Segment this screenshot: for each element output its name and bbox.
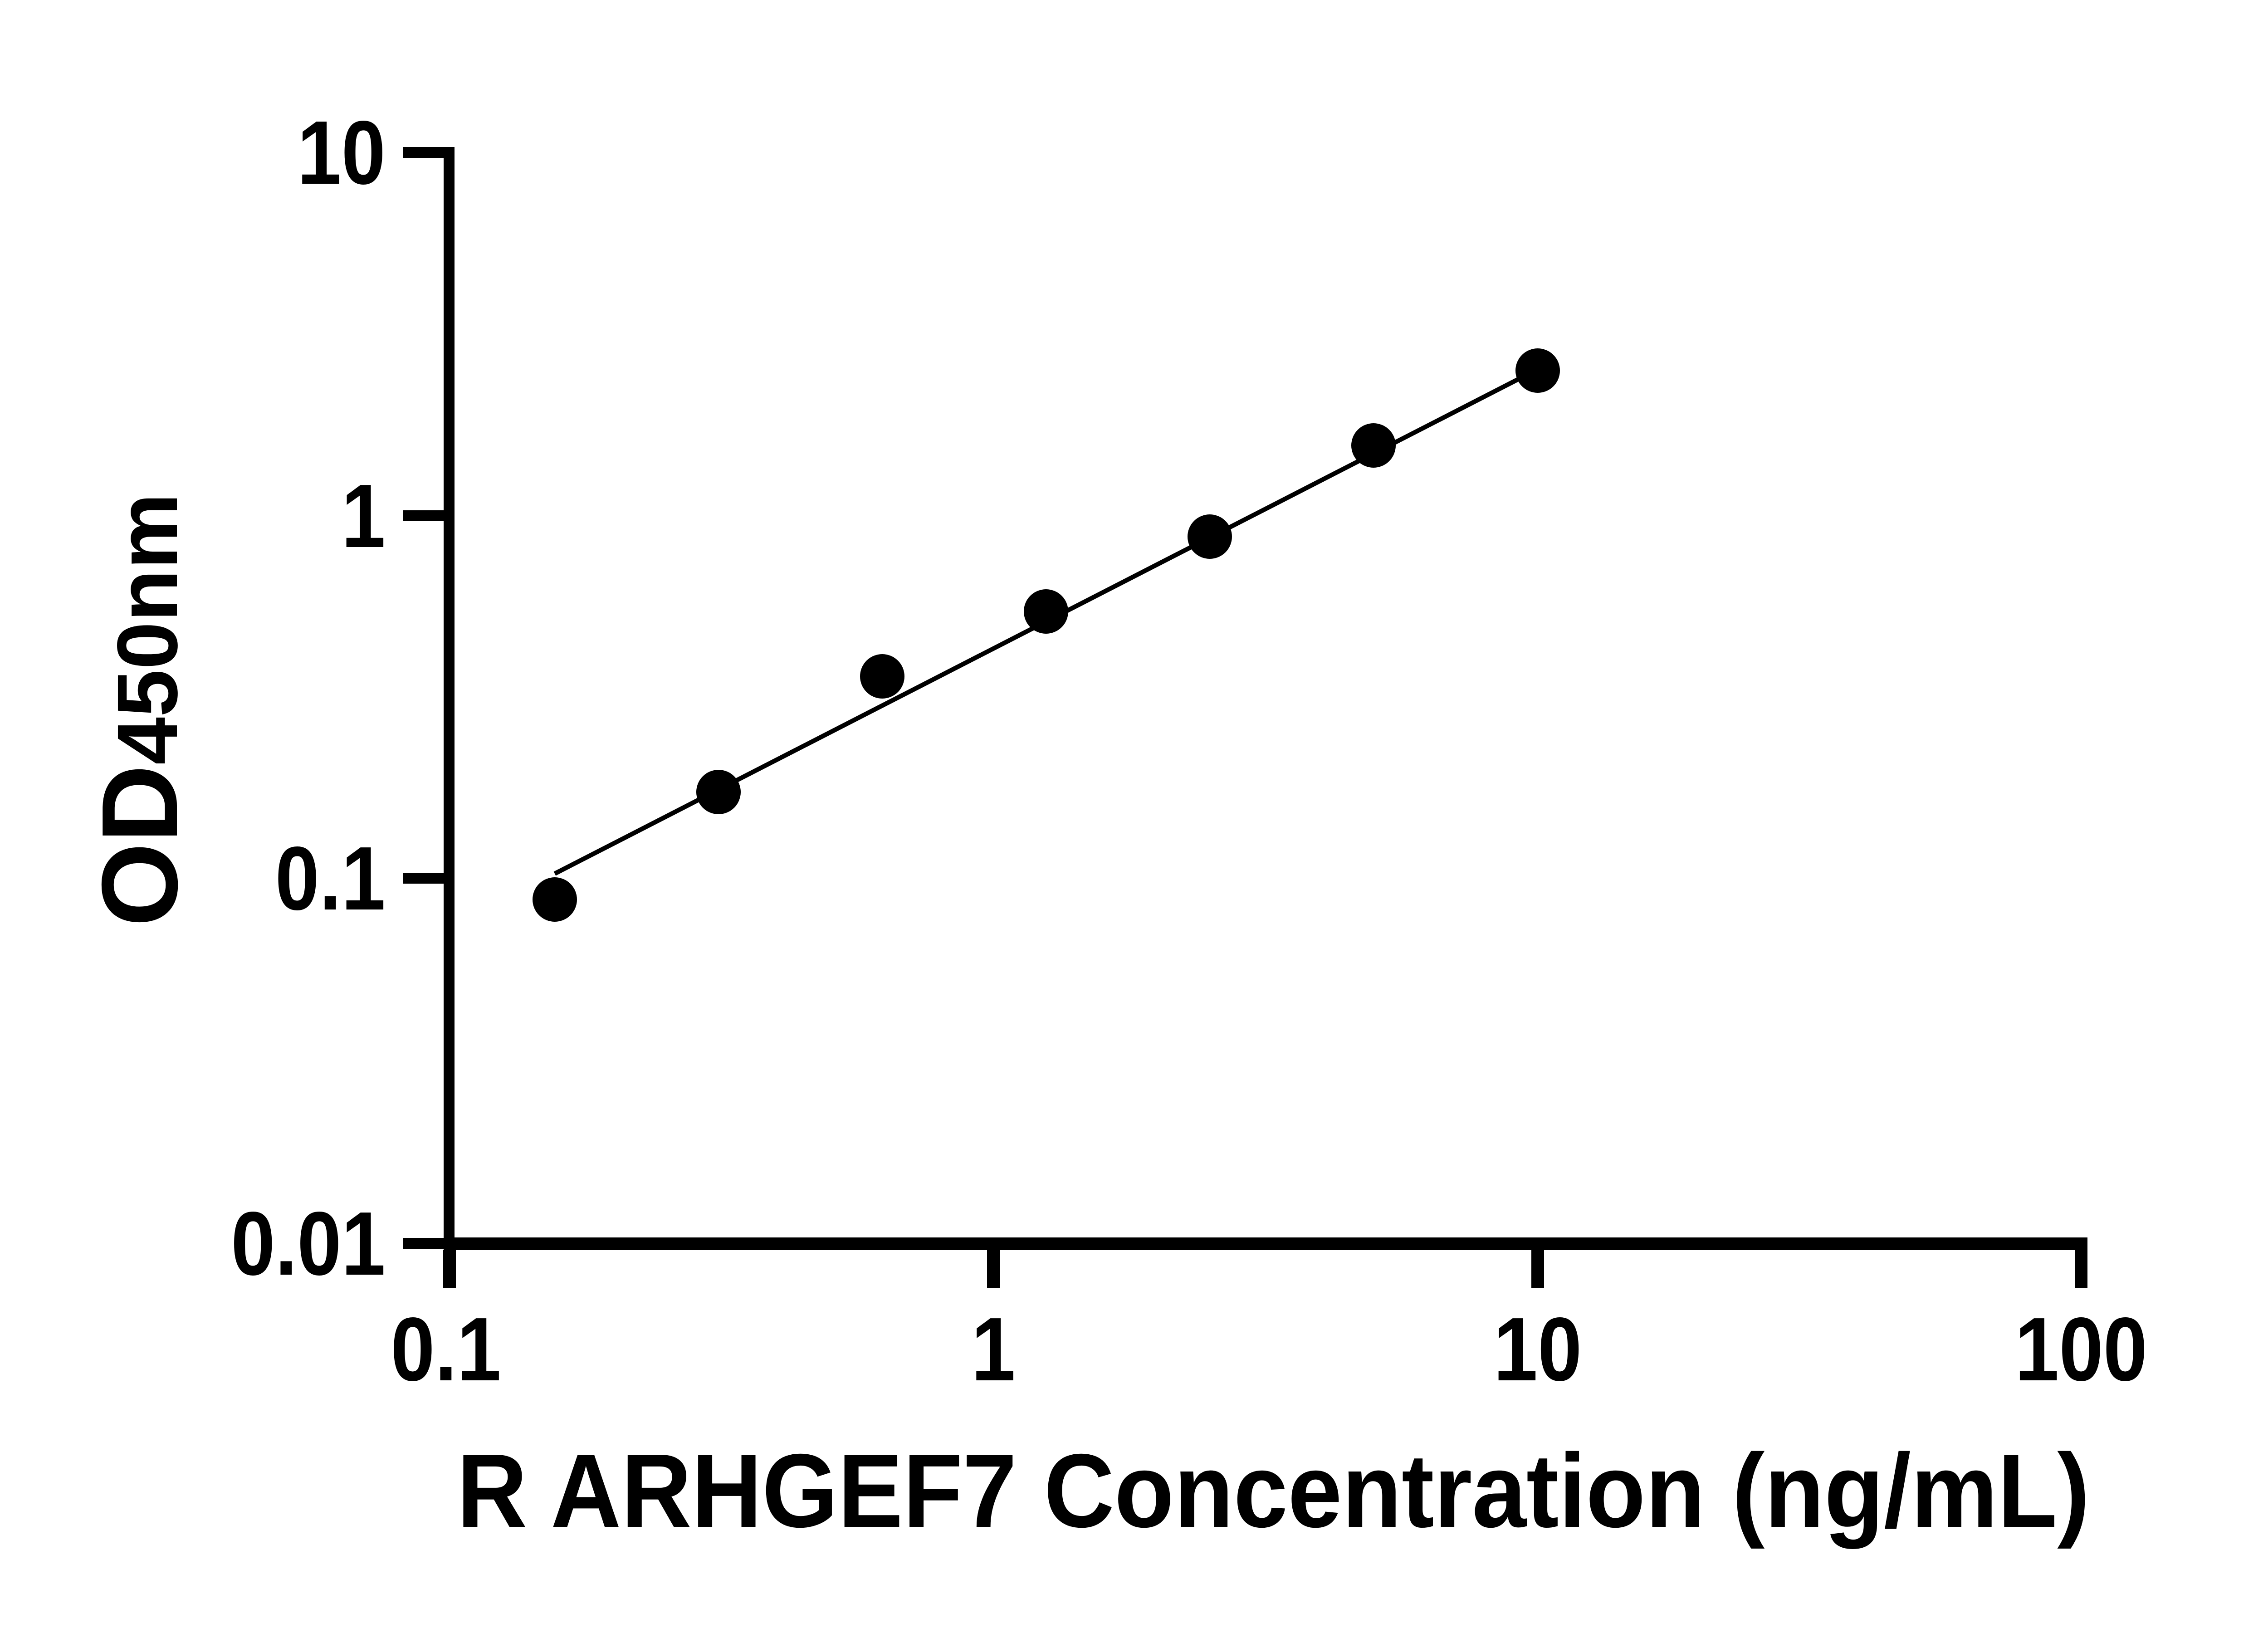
svg-text:R ARHGEF7 Concentration (ng/mL: R ARHGEF7 Concentration (ng/mL)	[457, 1433, 2090, 1550]
svg-text:100: 100	[2015, 1299, 2147, 1400]
svg-text:OD450nm: OD450nm	[80, 493, 200, 927]
svg-text:10: 10	[297, 102, 386, 203]
svg-text:1: 1	[971, 1299, 1015, 1400]
svg-text:0.1: 0.1	[275, 828, 386, 929]
svg-text:0.1: 0.1	[391, 1299, 501, 1400]
svg-text:0.01: 0.01	[231, 1193, 386, 1294]
svg-text:1: 1	[342, 465, 386, 567]
svg-text:10: 10	[1494, 1299, 1582, 1400]
